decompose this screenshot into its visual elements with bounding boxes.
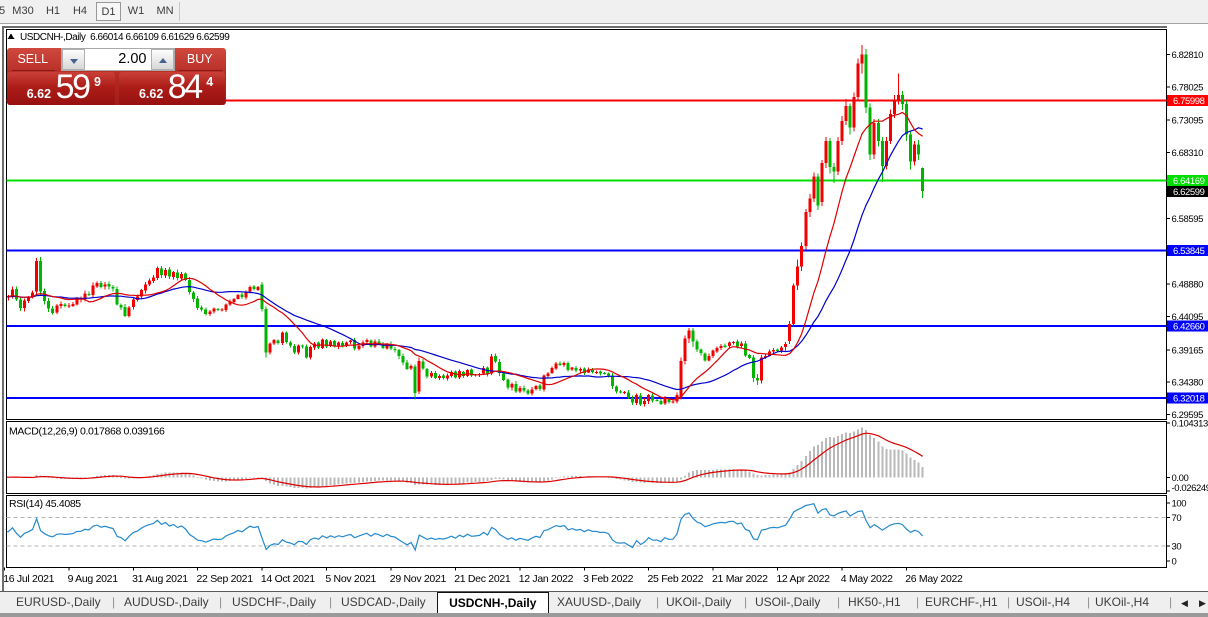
svg-text:31 Aug 2021: 31 Aug 2021 xyxy=(132,573,188,585)
svg-text:6.39165: 6.39165 xyxy=(1172,345,1204,356)
svg-text:14 Oct 2021: 14 Oct 2021 xyxy=(261,573,315,585)
svg-text:6.32018: 6.32018 xyxy=(1173,394,1205,405)
svg-text:6.44095: 6.44095 xyxy=(1172,312,1204,323)
svg-text:MACD(12,26,9) 0.017868 0.03916: MACD(12,26,9) 0.017868 0.039166 xyxy=(9,426,165,438)
svg-text:6.82810: 6.82810 xyxy=(1172,50,1204,61)
svg-text:6.73095: 6.73095 xyxy=(1172,116,1204,127)
svg-text:6.42660: 6.42660 xyxy=(1173,322,1205,333)
svg-text:100: 100 xyxy=(1172,499,1187,510)
svg-text:6.68310: 6.68310 xyxy=(1172,148,1204,159)
svg-text:6.64169: 6.64169 xyxy=(1173,176,1205,187)
svg-text:0: 0 xyxy=(1172,557,1177,568)
svg-text:22 Sep 2021: 22 Sep 2021 xyxy=(197,573,254,585)
svg-text:21 Dec 2021: 21 Dec 2021 xyxy=(454,573,511,585)
svg-text:29 Nov 2021: 29 Nov 2021 xyxy=(390,573,447,585)
svg-text:USDCNH-,Daily 6.66014 6.66109: USDCNH-,Daily 6.66014 6.66109 6.61629 6.… xyxy=(20,32,230,43)
svg-text:0.104313: 0.104313 xyxy=(1172,419,1208,430)
svg-text:30: 30 xyxy=(1172,542,1182,553)
svg-text:3 Feb 2022: 3 Feb 2022 xyxy=(583,573,634,585)
svg-text:70: 70 xyxy=(1172,513,1182,524)
svg-text:6.75998: 6.75998 xyxy=(1173,96,1205,107)
svg-text:6.34380: 6.34380 xyxy=(1172,378,1204,389)
svg-text:26 May 2022: 26 May 2022 xyxy=(905,573,963,585)
svg-text:6.78025: 6.78025 xyxy=(1172,82,1204,93)
svg-text:5 Nov 2021: 5 Nov 2021 xyxy=(325,573,376,585)
svg-text:6.48880: 6.48880 xyxy=(1172,280,1204,291)
svg-text:12 Apr 2022: 12 Apr 2022 xyxy=(776,573,830,585)
svg-text:0.00: 0.00 xyxy=(1172,473,1189,484)
svg-text:-0.026249: -0.026249 xyxy=(1172,483,1208,494)
svg-text:12 Jan 2022: 12 Jan 2022 xyxy=(519,573,574,585)
svg-text:6.53845: 6.53845 xyxy=(1173,246,1205,257)
svg-text:25 Feb 2022: 25 Feb 2022 xyxy=(648,573,704,585)
svg-text:6.58595: 6.58595 xyxy=(1172,214,1204,225)
svg-text:RSI(14) 45.4085: RSI(14) 45.4085 xyxy=(9,498,81,510)
svg-text:16 Jul 2021: 16 Jul 2021 xyxy=(3,573,54,585)
svg-text:6.29595: 6.29595 xyxy=(1172,410,1204,421)
svg-text:6.62599: 6.62599 xyxy=(1173,187,1205,198)
svg-text:21 Mar 2022: 21 Mar 2022 xyxy=(712,573,768,585)
svg-text:4 May 2022: 4 May 2022 xyxy=(841,573,893,585)
svg-text:9 Aug 2021: 9 Aug 2021 xyxy=(68,573,119,585)
